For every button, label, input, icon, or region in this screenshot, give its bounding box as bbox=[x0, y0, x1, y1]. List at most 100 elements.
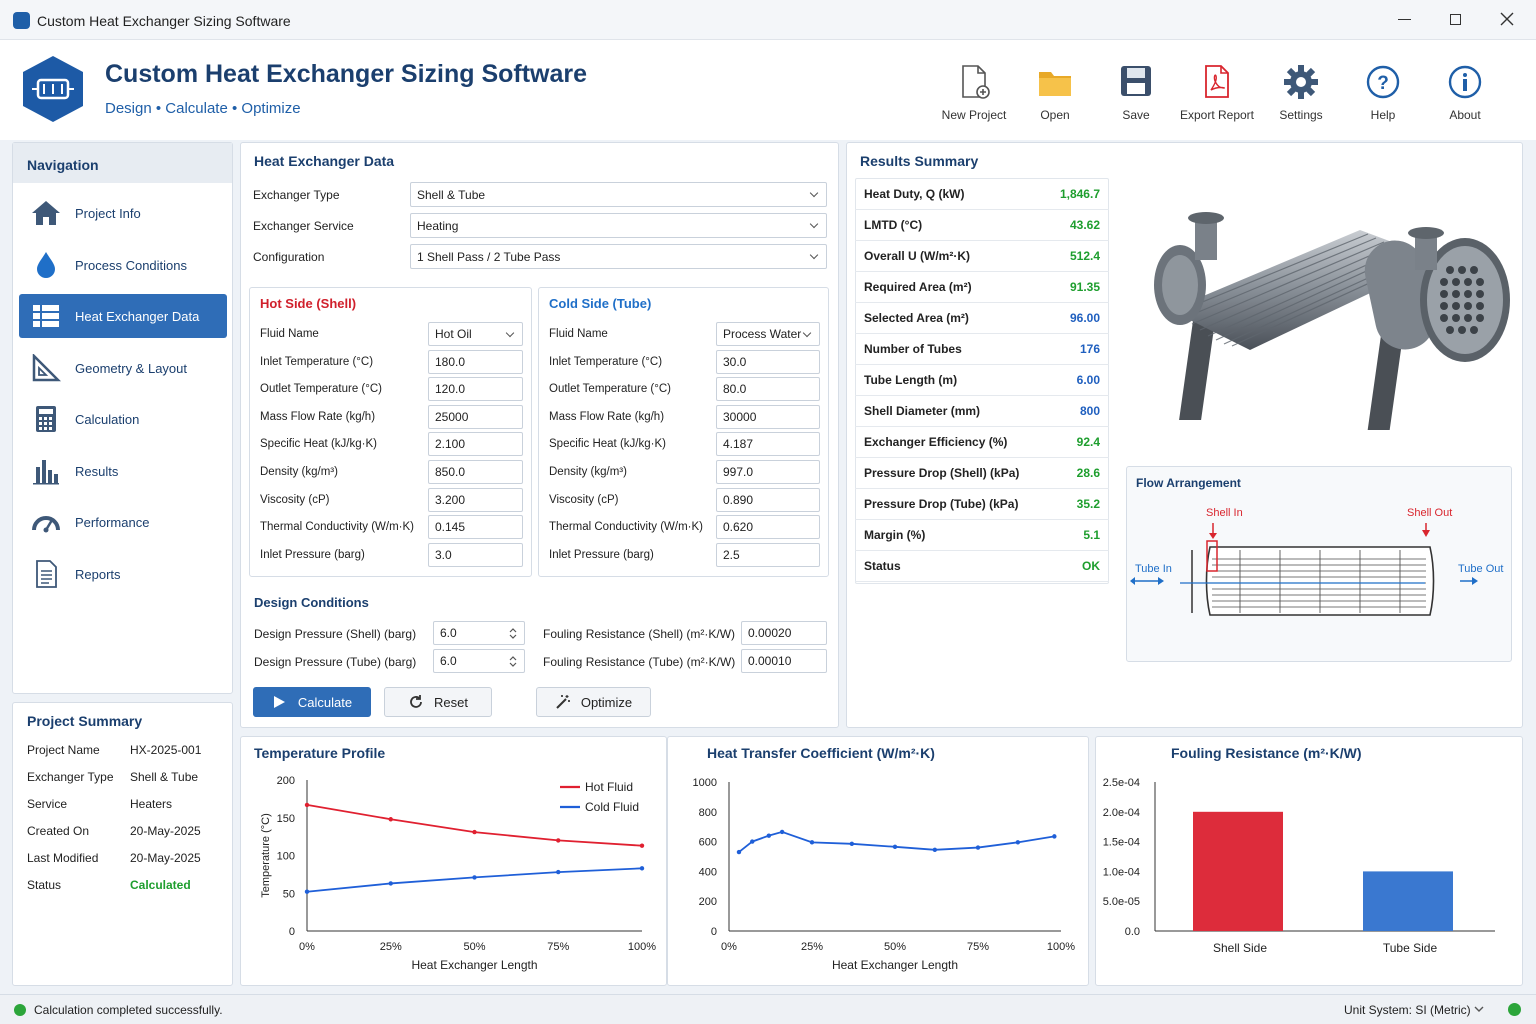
status-message: Calculation completed successfully. bbox=[34, 1003, 223, 1017]
unit-system-selector[interactable]: Unit System: SI (Metric) bbox=[1344, 1003, 1471, 1017]
chart-title: Heat Transfer Coefficient (W/m²·K) bbox=[707, 745, 935, 761]
design-pressure-stepper[interactable]: 6.0 bbox=[433, 621, 525, 645]
side-input[interactable]: 997.0 bbox=[716, 460, 820, 484]
side-input[interactable]: 0.145 bbox=[428, 515, 523, 540]
result-row: LMTD (°C) 43.62 bbox=[855, 210, 1109, 241]
field-label: Exchanger Service bbox=[253, 219, 354, 233]
side-input[interactable]: 2.5 bbox=[716, 542, 820, 567]
refresh-icon bbox=[410, 695, 422, 708]
side-input[interactable]: 850.0 bbox=[428, 460, 523, 484]
flow-arrangement-title: Flow Arrangement bbox=[1136, 476, 1241, 490]
temperature-profile-chart: Temperature Profile 0 50 100 150 200 0% 25% 50% 7… bbox=[254, 745, 656, 972]
data-point bbox=[1052, 834, 1057, 839]
export-report-label: Export Report bbox=[1179, 108, 1255, 122]
side-input[interactable]: 3.0 bbox=[428, 542, 523, 567]
data-point bbox=[736, 849, 742, 855]
result-value: 35.2 bbox=[1076, 497, 1100, 511]
shell-out-label: Shell Out bbox=[1407, 507, 1452, 519]
save-button[interactable]: Save bbox=[1096, 64, 1176, 122]
fluid-select[interactable]: Hot Oil bbox=[428, 322, 523, 346]
nav-item-reports[interactable]: Reports bbox=[19, 552, 227, 596]
nav-item-heat-exchanger-data[interactable]: Heat Exchanger Data bbox=[19, 294, 227, 338]
open-button[interactable]: Open bbox=[1015, 64, 1095, 122]
data-point bbox=[556, 838, 561, 843]
export-report-button[interactable]: Export Report bbox=[1177, 64, 1257, 122]
nav-item-project-info[interactable]: Project Info bbox=[19, 191, 227, 235]
nav-label: Geometry & Layout bbox=[75, 360, 187, 376]
y-tick-label: 800 bbox=[699, 807, 717, 819]
result-value: 28.6 bbox=[1076, 466, 1100, 480]
data-point bbox=[639, 843, 645, 848]
y-tick-label: 200 bbox=[699, 896, 717, 908]
x-tick-label: 50% bbox=[463, 941, 485, 953]
side-label: Viscosity (cP) bbox=[549, 493, 619, 506]
result-row: Pressure Drop (Shell) (kPa) 28.6 bbox=[855, 458, 1109, 489]
calculator-icon bbox=[36, 406, 56, 432]
fluid-select[interactable]: Process Water bbox=[716, 322, 820, 346]
nav-item-process-conditions[interactable]: Process Conditions bbox=[19, 243, 227, 287]
reset-button[interactable]: Reset bbox=[384, 687, 492, 717]
result-value: OK bbox=[1082, 559, 1100, 573]
field-select[interactable]: Heating bbox=[410, 213, 827, 238]
nav-item-results[interactable]: Results bbox=[19, 449, 227, 493]
status-bar: Calculation completed successfully. Unit… bbox=[0, 994, 1536, 1024]
result-row: Required Area (m²) 91.35 bbox=[855, 272, 1109, 303]
settings-button[interactable]: Settings bbox=[1261, 64, 1341, 122]
nav-item-performance[interactable]: Performance bbox=[19, 500, 227, 544]
calculate-button[interactable]: Calculate bbox=[253, 687, 371, 717]
data-point bbox=[750, 839, 755, 844]
project-summary-title: Project Summary bbox=[27, 713, 143, 729]
y-tick-label: 2.0e-04 bbox=[1103, 807, 1140, 819]
optimize-button[interactable]: Optimize bbox=[536, 687, 651, 717]
help-icon: ? bbox=[1366, 65, 1400, 99]
field-label: Configuration bbox=[253, 250, 325, 264]
field-select[interactable]: 1 Shell Pass / 2 Tube Pass bbox=[410, 244, 827, 269]
side-input[interactable]: 0.890 bbox=[716, 487, 820, 512]
side-label: Density (kg/m³) bbox=[549, 466, 627, 478]
design-pressure-stepper[interactable]: 6.0 bbox=[433, 649, 525, 673]
data-point bbox=[849, 841, 855, 847]
x-tick-label: 100% bbox=[628, 941, 656, 953]
side-input[interactable]: 120.0 bbox=[428, 377, 523, 402]
heat-transfer-coefficient-panel bbox=[667, 736, 1089, 986]
stepper-arrows-icon bbox=[509, 628, 517, 639]
side-input[interactable]: 2.100 bbox=[428, 432, 523, 457]
bar bbox=[1193, 811, 1283, 931]
folder-icon bbox=[1039, 72, 1071, 96]
about-button[interactable]: About bbox=[1425, 64, 1505, 122]
app-subtitle: Design • Calculate • Optimize bbox=[105, 100, 301, 117]
nav-item-geometry-layout[interactable]: Geometry & Layout bbox=[19, 346, 227, 390]
side-input[interactable]: 4.187 bbox=[716, 432, 820, 457]
app-small-icon bbox=[13, 12, 30, 29]
nav-item-calculation[interactable]: Calculation bbox=[19, 397, 227, 441]
close-button[interactable] bbox=[1500, 12, 1514, 26]
maximize-button[interactable] bbox=[1450, 14, 1461, 25]
result-value: 96.00 bbox=[1069, 311, 1100, 325]
new-project-button[interactable]: New Project bbox=[934, 64, 1014, 122]
x-tick-label: 100% bbox=[1047, 941, 1075, 953]
fouling-input[interactable]: 0.00010 bbox=[741, 649, 827, 673]
field-select[interactable]: Shell & Tube bbox=[410, 182, 827, 207]
new-project-label: New Project bbox=[941, 108, 1007, 122]
side-input[interactable]: 30.0 bbox=[716, 349, 820, 374]
help-button[interactable]: ? Help bbox=[1343, 64, 1423, 122]
result-value: 91.35 bbox=[1069, 280, 1100, 294]
side-input[interactable]: 80.0 bbox=[716, 377, 820, 402]
design-conditions-title: Design Conditions bbox=[254, 595, 369, 610]
data-point bbox=[388, 817, 393, 822]
side-input[interactable]: 180.0 bbox=[428, 349, 523, 374]
fouling-label: Fouling Resistance (Shell) (m²·K/W) bbox=[543, 627, 736, 641]
grid-icon bbox=[33, 305, 59, 327]
side-input[interactable]: 25000 bbox=[428, 404, 523, 429]
fouling-input[interactable]: 0.00020 bbox=[741, 621, 827, 645]
y-tick-label: 150 bbox=[277, 813, 295, 825]
side-input[interactable]: 0.620 bbox=[716, 515, 820, 540]
chevron-down-icon bbox=[1474, 1006, 1484, 1012]
result-label: Pressure Drop (Tube) (kPa) bbox=[864, 497, 1019, 511]
side-input[interactable]: 3.200 bbox=[428, 487, 523, 512]
side-input[interactable]: 30000 bbox=[716, 404, 820, 429]
minimize-button[interactable] bbox=[1398, 19, 1411, 20]
save-label: Save bbox=[1122, 108, 1150, 122]
y-tick-label: 600 bbox=[699, 837, 717, 849]
fouling-label: Fouling Resistance (Tube) (m²·K/W) bbox=[543, 655, 736, 669]
